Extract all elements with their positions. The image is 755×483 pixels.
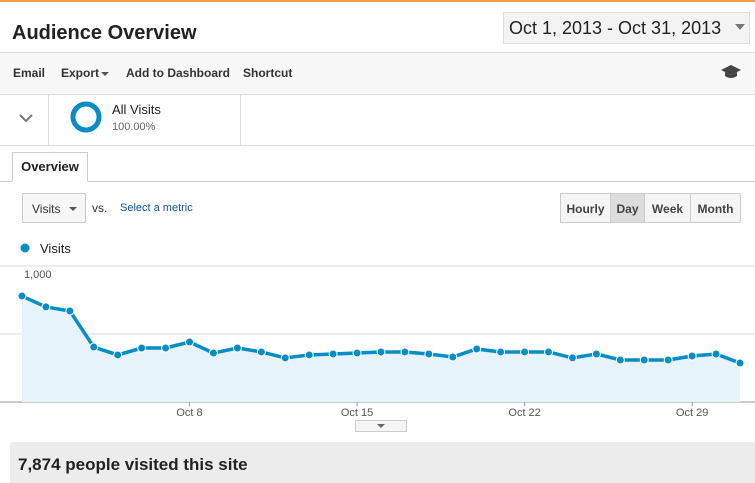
education-icon[interactable]	[720, 64, 742, 80]
expand-chevron[interactable]	[18, 112, 34, 124]
data-point	[400, 347, 410, 357]
toolbar-button[interactable]: Add to Dashboard	[126, 66, 230, 80]
data-point	[280, 353, 290, 363]
data-point	[735, 358, 745, 368]
segment-name: All Visits	[112, 102, 161, 117]
data-point	[663, 355, 673, 365]
granularity-button[interactable]: Day	[610, 193, 645, 223]
data-point	[208, 348, 218, 358]
x-tick-label: Oct 22	[508, 407, 540, 419]
data-point	[639, 355, 649, 365]
toolbar-button[interactable]: Email	[13, 66, 46, 80]
y-tick-label: 1,000	[24, 269, 52, 281]
data-point	[17, 291, 27, 301]
legend-marker	[20, 243, 30, 253]
data-point	[65, 306, 75, 316]
data-point	[41, 302, 51, 312]
summary-text: 7,874 people visited this site	[18, 455, 248, 474]
metric-dropdown[interactable]: Visits	[22, 193, 86, 223]
data-point	[113, 350, 123, 360]
toolbar-button[interactable]: Export	[61, 66, 100, 80]
data-point	[496, 347, 506, 357]
data-point	[185, 337, 195, 347]
data-point	[687, 351, 697, 361]
vs-label: vs.	[92, 201, 108, 215]
segment-percent: 100.00%	[112, 121, 156, 133]
data-point	[448, 352, 458, 362]
data-point	[232, 343, 242, 353]
data-point	[89, 342, 99, 352]
metric-label: Visits	[32, 202, 61, 216]
data-point	[472, 344, 482, 354]
segment-bar	[0, 94, 755, 146]
data-point	[615, 355, 625, 365]
data-point	[544, 347, 554, 357]
data-point	[711, 349, 721, 359]
toolbar-button[interactable]: Shortcut	[243, 66, 293, 80]
data-point	[376, 347, 386, 357]
data-point	[328, 349, 338, 359]
x-tick-label: Oct 29	[676, 407, 708, 419]
toolbar	[0, 52, 755, 95]
compare-link[interactable]: Select a metric	[120, 202, 193, 214]
data-point	[567, 353, 577, 363]
date-range: Oct 1, 2013 - Oct 31, 2013	[509, 18, 722, 38]
data-point	[520, 347, 530, 357]
segment-ring	[70, 101, 102, 133]
data-point	[137, 343, 147, 353]
page-title: Audience Overview	[12, 22, 197, 44]
date-picker[interactable]: Oct 1, 2013 - Oct 31, 2013	[503, 12, 750, 44]
data-point	[304, 350, 314, 360]
chart-handle[interactable]	[355, 420, 407, 432]
data-point	[591, 349, 601, 359]
granularity-button[interactable]: Hourly	[560, 193, 611, 223]
area-fill	[22, 296, 740, 402]
x-tick-label: Oct 8	[176, 407, 202, 419]
data-point	[352, 348, 362, 358]
dropdown-arrow	[101, 72, 109, 76]
tab[interactable]: Overview	[12, 152, 88, 182]
summary-box: 7,874 people visited this site	[10, 442, 755, 483]
data-point	[161, 343, 171, 353]
dropdown-arrow	[735, 24, 745, 30]
granularity-button[interactable]: Month	[690, 193, 741, 223]
granularity-button[interactable]: Week	[644, 193, 691, 223]
x-tick-label: Oct 15	[341, 407, 373, 419]
data-point	[256, 347, 266, 357]
legend-label: Visits	[40, 241, 71, 256]
data-point	[424, 349, 434, 359]
